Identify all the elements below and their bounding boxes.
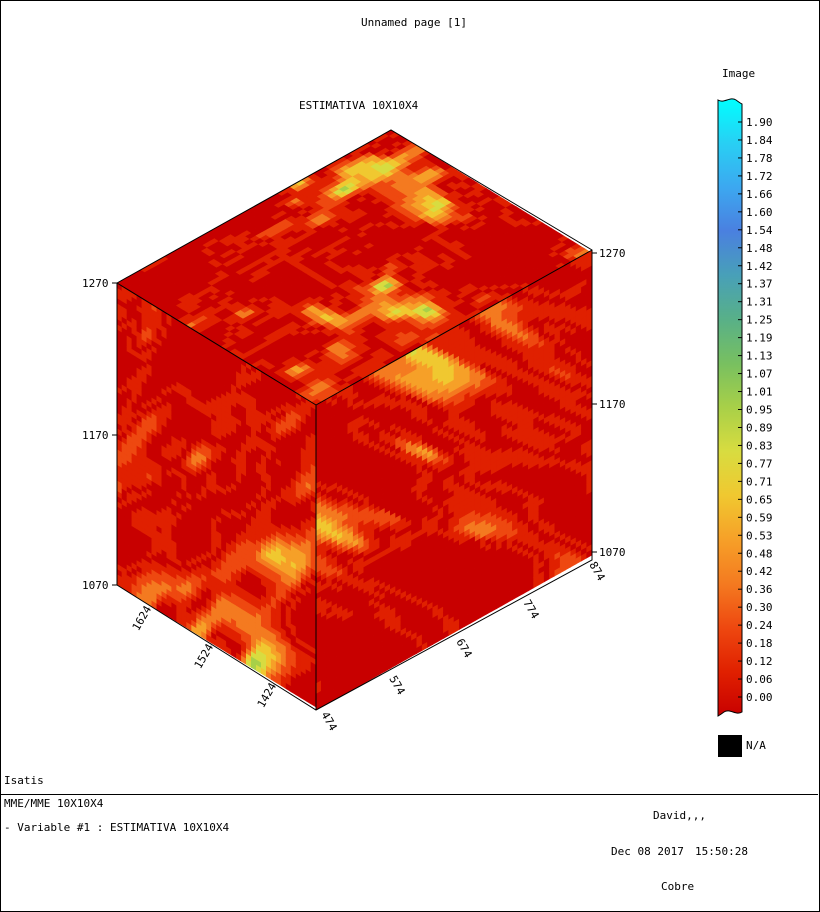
left-face (117, 283, 316, 708)
colorbar-title: Image (722, 67, 756, 80)
page-title: Unnamed page [1] (361, 16, 467, 29)
plot-title: ESTIMATIVA 10X10X4 (299, 99, 419, 112)
top-face (117, 130, 591, 405)
